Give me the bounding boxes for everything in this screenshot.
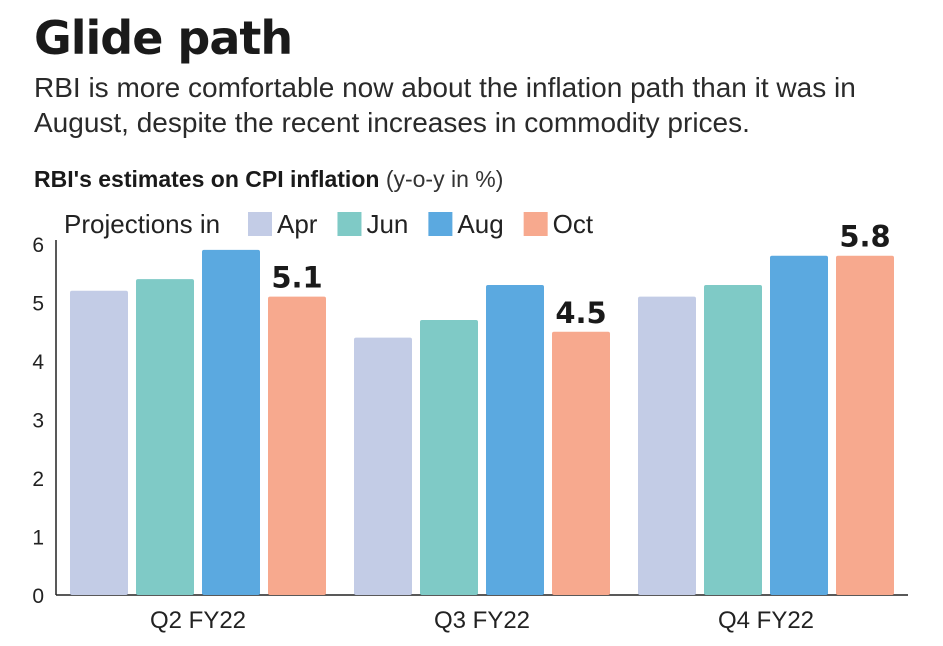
- bar-jun-2: [420, 320, 478, 595]
- data-label: 5.8: [839, 220, 890, 254]
- bar-oct-2: [552, 331, 610, 595]
- bars-layer: [70, 249, 894, 595]
- legend-swatch-jun: [337, 212, 362, 236]
- y-tick-label: 0: [32, 585, 44, 608]
- y-tick-label: 1: [32, 527, 44, 550]
- legend-prefix: Projections in: [64, 209, 220, 239]
- bar-aug-3: [770, 255, 828, 595]
- y-tick-label: 6: [32, 234, 44, 257]
- bar-aug-1: [202, 249, 260, 595]
- legend: Projections in Apr Jun Aug Oct: [64, 209, 594, 239]
- data-label: 5.1: [271, 261, 322, 295]
- chart-heading: RBI's estimates on CPI inflation (y-o-y …: [34, 164, 503, 194]
- legend-swatch-oct: [523, 212, 548, 236]
- bar-aug-2: [486, 284, 544, 595]
- bar-oct-1: [268, 296, 326, 595]
- legend-label: Jun: [366, 209, 408, 239]
- x-category-label: Q3 FY22: [434, 607, 530, 634]
- chart-subtitle: RBI is more comfortable now about the in…: [34, 72, 856, 138]
- y-tick-label: 2: [32, 468, 44, 491]
- data-label: 4.5: [555, 296, 606, 330]
- labels-layer: 5.1 4.5 5.8: [271, 220, 890, 330]
- legend-swatch-apr: [248, 212, 272, 236]
- y-tick-label: 4: [32, 351, 44, 374]
- y-tick-label: 5: [32, 293, 44, 316]
- x-category-label: Q2 FY22: [150, 607, 246, 634]
- bar-jun-1: [136, 279, 194, 595]
- bar-jun-3: [704, 284, 762, 595]
- bar-apr-1: [70, 290, 128, 595]
- chart-heading-main: RBI's estimates on CPI inflation: [34, 166, 380, 192]
- chart-heading-unit: (y-o-y in %): [385, 166, 504, 192]
- bar-oct-3: [836, 255, 894, 595]
- bar-apr-2: [354, 337, 412, 595]
- x-category-label: Q4 FY22: [718, 607, 814, 634]
- legend-label: Aug: [457, 209, 503, 239]
- bar-apr-3: [638, 296, 696, 595]
- legend-label: Apr: [277, 209, 318, 239]
- legend-swatch-aug: [428, 212, 453, 236]
- chart-title: Glide path: [34, 11, 293, 65]
- legend-label: Oct: [553, 209, 594, 239]
- y-tick-label: 3: [32, 410, 44, 433]
- axis-layer: 0 1 2 3 4 5 6 Q2 FY22 Q3 FY22 Q4 FY22: [32, 234, 908, 634]
